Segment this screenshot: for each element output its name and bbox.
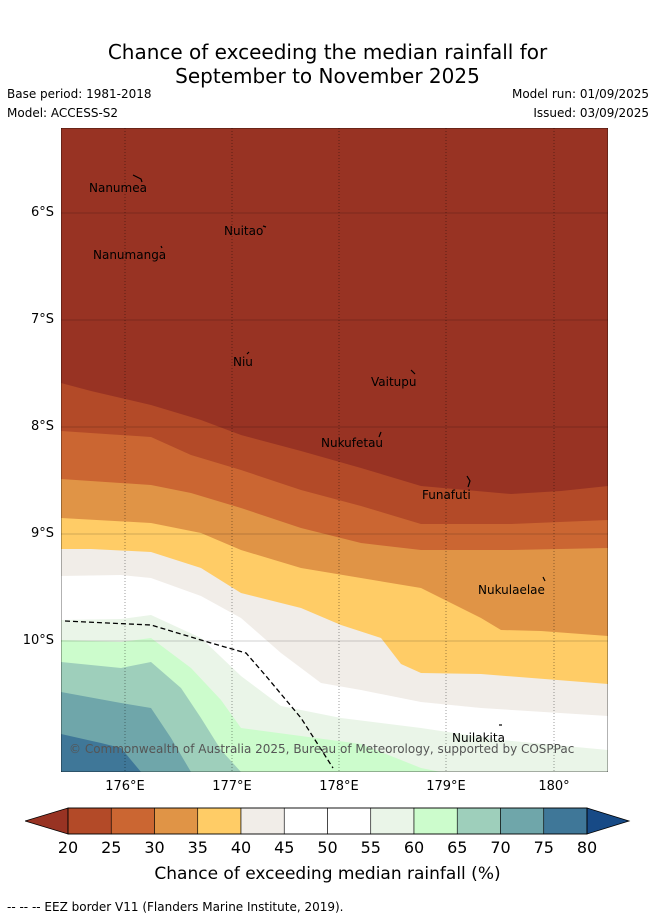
island-niu [246,351,250,355]
lat-label-7s: 7°S [30,312,54,327]
rainfall-map: Nanumea Nuitao Nanumanga Niu Vaitupu Nuk… [61,128,608,772]
colorbar-tick-label: 55 [360,838,381,857]
lon-label-177e: 177°E [212,779,252,794]
colorbar-tick-label: 50 [317,838,338,857]
model-run: Model run: 01/09/2025 [511,87,649,101]
colorbar-frame [67,807,588,835]
island-nanumea [132,174,143,183]
colorbar-low-arrow [25,807,69,835]
colorbar-cell [456,807,501,835]
colorbar-tick-label: 25 [101,838,122,857]
issued-date: Issued: 03/09/2025 [533,106,649,120]
band-75-80 [61,734,141,772]
place-vaitupu: Vaitupu [371,375,417,389]
place-nanumea: Nanumea [89,181,147,195]
colorbar-cell [327,807,372,835]
islands [132,174,546,726]
colorbar-tick-label: 70 [490,838,511,857]
colorbar-cell [283,807,328,835]
title-line-2: September to November 2025 [175,64,480,88]
graticule-lon [124,128,555,772]
place-funafuti: Funafuti [422,488,471,502]
lon-label-179e: 179°E [426,779,466,794]
colorbar-tick-label: 60 [403,838,425,857]
colorbar-cell [110,807,155,835]
lon-label-176e: 176°E [105,779,145,794]
island-funafuti [466,475,471,488]
island-vaitupu [410,369,416,375]
colorbar-tick-label: 80 [576,838,598,857]
island-nanumanga [160,245,163,249]
colorbar-tick-label: 45 [274,838,295,857]
place-nukufetau: Nukufetau [321,436,383,450]
colorbar-cell [543,807,588,835]
colorbar-cell [240,807,285,835]
island-nukufetau [378,431,382,438]
model-name: Model: ACCESS-S2 [7,106,119,120]
lon-label-178e: 178°E [319,779,359,794]
place-nuilakita: Nuilakita [452,731,505,745]
colorbar-tick-label: 35 [187,838,208,857]
colorbar-tick-label: 40 [230,838,252,857]
colorbar-cell [154,807,199,835]
place-niu: Niu [233,355,253,369]
colorbar-cell [370,807,415,835]
colorbar [25,807,631,835]
colorbar-title: Chance of exceeding median rainfall (%) [154,864,501,884]
lat-label-10s: 10°S [22,633,54,648]
title-line-1: Chance of exceeding the median rainfall … [107,40,548,64]
map-title: Chance of exceeding the median rainfall … [0,40,655,88]
place-nanumanga: Nanumanga [93,248,166,262]
base-period: Base period: 1981-2018 [7,87,152,101]
place-nukulaelae: Nukulaelae [478,583,545,597]
colorbar-tick-label: 65 [447,838,468,857]
eez-footnote: -- -- -- EEZ border V11 (Flanders Marine… [7,900,344,914]
copyright-notice: © Commonwealth of Australia 2025, Bureau… [69,742,574,756]
lat-label-8s: 8°S [30,419,54,434]
colorbar-tick-label: 75 [533,838,554,857]
island-nukulaelae [542,576,546,582]
colorbar-tick-label: 20 [57,838,79,857]
colorbar-cell [500,807,545,835]
colorbar-cell [413,807,458,835]
place-nuitao: Nuitao [224,224,263,238]
colorbar-cell [197,807,242,835]
eez-border [64,620,334,769]
island-nuitao [262,225,267,228]
colorbar-cell [67,807,112,835]
lon-label-180: 180° [538,779,570,794]
colorbar-high-arrow [586,807,631,835]
lat-label-9s: 9°S [30,526,54,541]
colorbar-tick-label: 30 [144,838,165,857]
lat-label-6s: 6°S [30,205,54,220]
graticule [61,212,608,642]
